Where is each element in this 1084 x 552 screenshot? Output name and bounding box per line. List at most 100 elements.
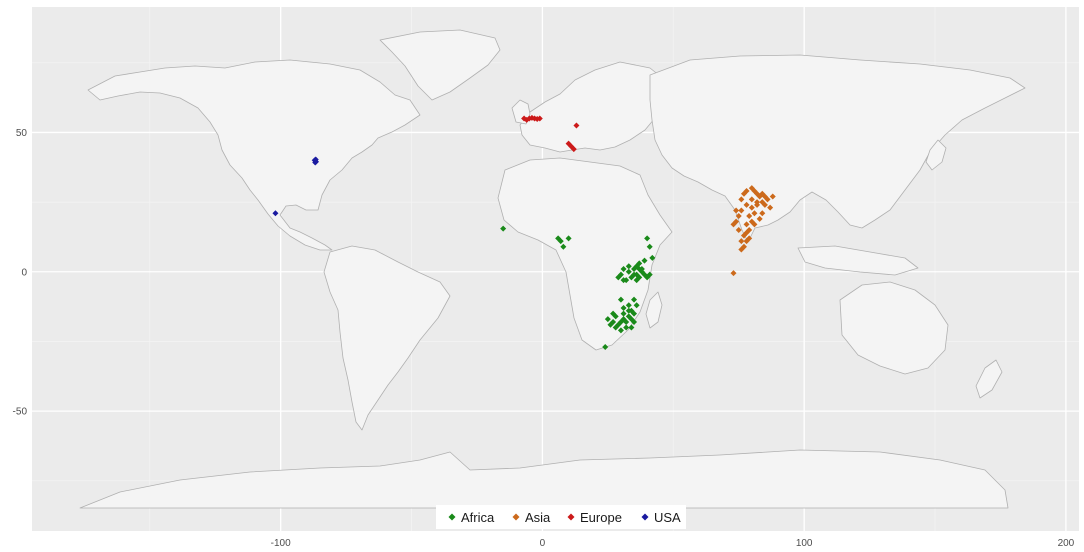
x-tick-label: 200	[1058, 538, 1075, 549]
data-point-asia	[733, 218, 740, 225]
data-point-asia	[743, 187, 750, 194]
data-point-africa	[607, 321, 614, 328]
landmass-greenland	[379, 29, 501, 101]
legend-item-africa: Africa	[448, 510, 495, 525]
y-tick-label: -50	[13, 407, 28, 418]
data-point-africa	[620, 266, 627, 272]
data-point-asia	[738, 238, 745, 245]
landmass-south-america	[323, 245, 451, 431]
data-point-usa	[272, 210, 279, 217]
legend-key-usa	[641, 513, 649, 521]
data-point-africa	[646, 243, 653, 250]
legend-label-africa: Africa	[461, 510, 495, 525]
data-point-africa	[620, 277, 627, 284]
data-point-africa	[628, 274, 635, 281]
data-point-africa	[602, 344, 609, 351]
data-point-asia	[748, 196, 755, 203]
data-point-asia	[754, 199, 761, 206]
data-point-asia	[756, 193, 763, 200]
x-tick-label: 100	[796, 538, 813, 549]
axis-tick-labels: -100 0 100 200 50 0 -50	[13, 128, 1075, 549]
data-point-africa	[628, 324, 635, 331]
data-point-africa	[612, 324, 619, 331]
landmass-japan	[925, 139, 947, 171]
data-point-africa	[625, 307, 632, 314]
legend-label-europe: Europe	[580, 510, 622, 525]
x-tick-label: 0	[540, 538, 546, 549]
data-point-asia	[743, 221, 750, 228]
data-point-africa	[620, 310, 627, 317]
data-point-asia	[751, 210, 758, 217]
data-point-africa	[638, 266, 645, 272]
land-masses	[79, 29, 1026, 509]
y-tick-label: 0	[21, 267, 27, 278]
data-point-africa	[649, 254, 656, 261]
data-point-africa	[617, 327, 624, 334]
landmass-europe	[519, 61, 666, 153]
data-point-asia	[746, 213, 753, 220]
data-point-asia	[738, 246, 745, 253]
data-point-africa	[617, 296, 624, 303]
data-point-europe	[536, 115, 543, 122]
data-point-asia	[767, 204, 774, 211]
legend-key-africa	[448, 513, 456, 521]
data-point-africa	[644, 235, 651, 242]
data-point-asia	[730, 270, 737, 277]
data-point-usa	[312, 159, 319, 166]
data-points	[272, 114, 776, 351]
legend-key-europe	[567, 513, 575, 521]
data-point-asia	[738, 196, 745, 203]
x-tick-label: -100	[271, 538, 291, 549]
landmass-indonesia	[797, 245, 919, 276]
data-point-europe	[573, 122, 580, 129]
data-point-africa	[631, 296, 638, 303]
data-point-africa	[646, 271, 653, 278]
data-point-africa	[615, 274, 622, 281]
data-point-africa	[610, 310, 617, 317]
landmass-new-zealand	[975, 359, 1003, 399]
data-point-africa	[641, 257, 648, 264]
data-point-asia	[735, 213, 742, 220]
data-point-africa	[623, 324, 630, 331]
landmass-north-america	[87, 59, 421, 251]
data-point-africa	[628, 316, 635, 323]
data-point-asia	[738, 207, 745, 214]
data-point-asia	[761, 201, 768, 208]
y-tick-label: 50	[16, 128, 28, 139]
data-point-africa	[565, 235, 572, 242]
data-point-africa	[633, 302, 640, 309]
data-point-africa	[620, 305, 627, 312]
data-point-asia	[751, 221, 758, 228]
data-point-africa	[560, 243, 567, 250]
data-point-asia	[764, 196, 771, 203]
data-point-africa	[625, 268, 632, 275]
legend-key-asia	[512, 513, 520, 521]
data-point-asia	[756, 215, 763, 222]
data-point-asia	[748, 204, 755, 211]
data-point-asia	[746, 235, 753, 242]
legend-item-usa: USA	[641, 510, 681, 525]
landmass-australia	[839, 281, 949, 375]
data-point-africa	[623, 318, 630, 325]
legend-label-asia: Asia	[525, 510, 551, 525]
legend-item-asia: Asia	[512, 510, 551, 525]
data-point-africa	[625, 302, 632, 309]
data-point-asia	[759, 210, 766, 217]
data-point-europe	[570, 146, 577, 153]
landmass-madagascar	[645, 291, 663, 329]
data-point-asia	[733, 207, 740, 214]
landmass-antarctica	[79, 449, 1009, 509]
data-point-asia	[769, 193, 776, 200]
data-point-africa	[604, 316, 611, 323]
data-point-africa	[557, 238, 564, 245]
data-point-africa	[633, 271, 640, 278]
data-point-africa	[625, 263, 632, 270]
data-point-asia	[743, 229, 750, 236]
data-point-africa	[631, 310, 638, 317]
legend: Africa Asia Europe USA	[436, 505, 686, 529]
data-point-asia	[743, 201, 750, 208]
legend-label-usa: USA	[654, 510, 681, 525]
data-point-africa	[617, 318, 624, 325]
data-point-africa	[636, 260, 643, 267]
